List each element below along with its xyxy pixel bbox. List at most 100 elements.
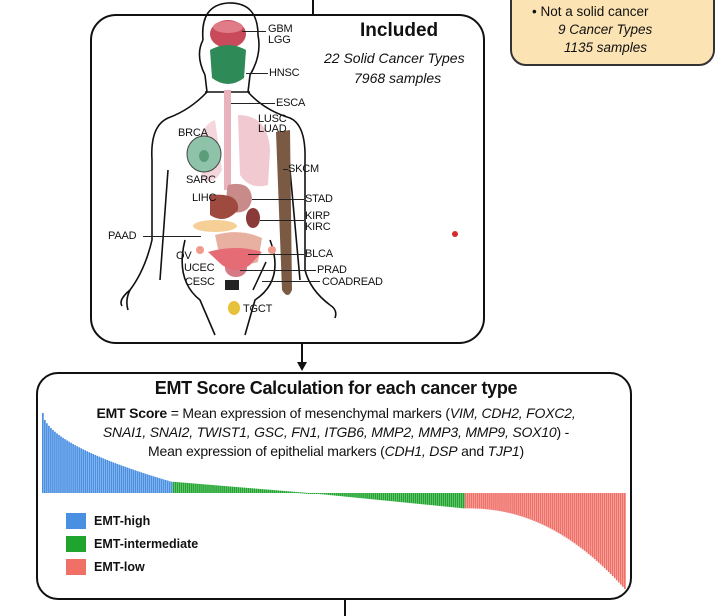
emt-bar [267,489,270,493]
emt-bar [501,493,503,512]
legend-label-mid: EMT-intermediate [94,537,199,551]
emt-bar [178,482,181,493]
emt-bar [60,436,62,493]
emt-bar [493,493,495,511]
emt-bar [356,493,358,498]
emt-bar [126,467,129,493]
emt-bar [428,493,431,505]
red-dot [452,231,458,237]
liver-organ [210,194,239,219]
emt-bar [412,493,415,504]
emt-bar [243,487,246,493]
emt-bar [511,493,513,514]
emt-bar [132,469,135,493]
emt-bar [150,475,153,493]
emt-bar [408,493,411,503]
emt-bar [201,484,203,493]
emt-bar [94,454,97,493]
emt-bar [410,493,413,504]
label-lgg: LGG [268,34,291,46]
label-lihc: LIHC [192,192,217,204]
emt-bar [100,457,103,493]
emt-bar [476,493,479,509]
emt-bar [342,493,344,497]
emt-bar [174,481,177,493]
emt-bar [176,482,179,493]
formula-and: and [457,443,488,459]
emt-bar [52,429,54,493]
emt-bar [372,493,374,500]
emt-bar [436,493,439,506]
emt-bar [138,471,141,493]
formula-text1: = Mean expression of mesenchymal markers… [167,405,450,421]
emt-bar [398,493,401,502]
emt-bar [535,493,538,522]
label-skcm: SKCM [288,163,319,175]
emt-bar [517,493,519,516]
emt-bar [44,419,46,493]
leader-paad [143,236,201,237]
emt-bar [297,492,300,494]
emt-bar [416,493,419,504]
emt-bar [275,490,278,493]
leader-blca [248,254,304,255]
emt-bar [623,493,626,589]
emt-bar [156,477,159,493]
label-coadread: COADREAD [322,276,383,288]
emt-bar [587,493,590,555]
emt-bar [215,485,217,493]
emt-bar [42,413,44,493]
emt-bar [547,493,550,528]
emt-bar [231,486,234,493]
emt-bar [521,493,523,517]
emt-bar [370,493,372,500]
emt-bar [386,493,389,501]
emt-bar [50,427,52,493]
label-prad: PRAD [317,264,347,276]
emt-bar [122,466,125,493]
emt-bar [438,493,441,506]
emt-bar [609,493,612,575]
emt-bar [404,493,407,503]
epithelial-genes-a: CDH1, DSP [384,443,458,459]
emt-bar [557,493,560,533]
emt-bar [154,476,157,493]
emt-bar [110,461,113,493]
emt-bar [257,488,260,493]
excluded-line1: • Not a solid cancer [532,4,649,19]
emt-bar [182,482,185,493]
emt-bar [327,493,330,495]
emt-bar [444,493,447,507]
included-types: 22 Solid Cancer Types [324,50,465,66]
emt-bar [352,493,354,498]
emt-bar [82,449,84,493]
emt-bar [358,493,360,498]
emt-bar [406,493,409,503]
emt-bar [315,493,318,494]
emt-bar [225,486,227,493]
emt-bar [531,493,534,521]
emt-bar [195,483,197,493]
emt-bar [253,488,256,493]
emt-bar [283,490,286,493]
emt-bar [591,493,594,558]
emt-bar [597,493,600,563]
emt-bar [553,493,556,531]
emt-bar [98,456,101,493]
emt-bar [450,493,453,508]
emt-bar [418,493,421,504]
emt-bar [555,493,558,532]
excluded-box: • Not a solid cancer 9 Cancer Types 1135… [510,0,715,66]
emt-bar [106,459,109,493]
label-paad: PAAD [108,230,137,242]
emt-bar [571,493,574,542]
emt-bar [537,493,540,523]
label-brca: BRCA [178,127,208,139]
emt-bar [334,493,336,496]
emt-bar [543,493,546,526]
emt-bar [525,493,528,518]
emt-bar [420,493,423,505]
emt-bar [261,489,264,493]
emt-bar [354,493,356,498]
emt-bar [68,441,70,493]
